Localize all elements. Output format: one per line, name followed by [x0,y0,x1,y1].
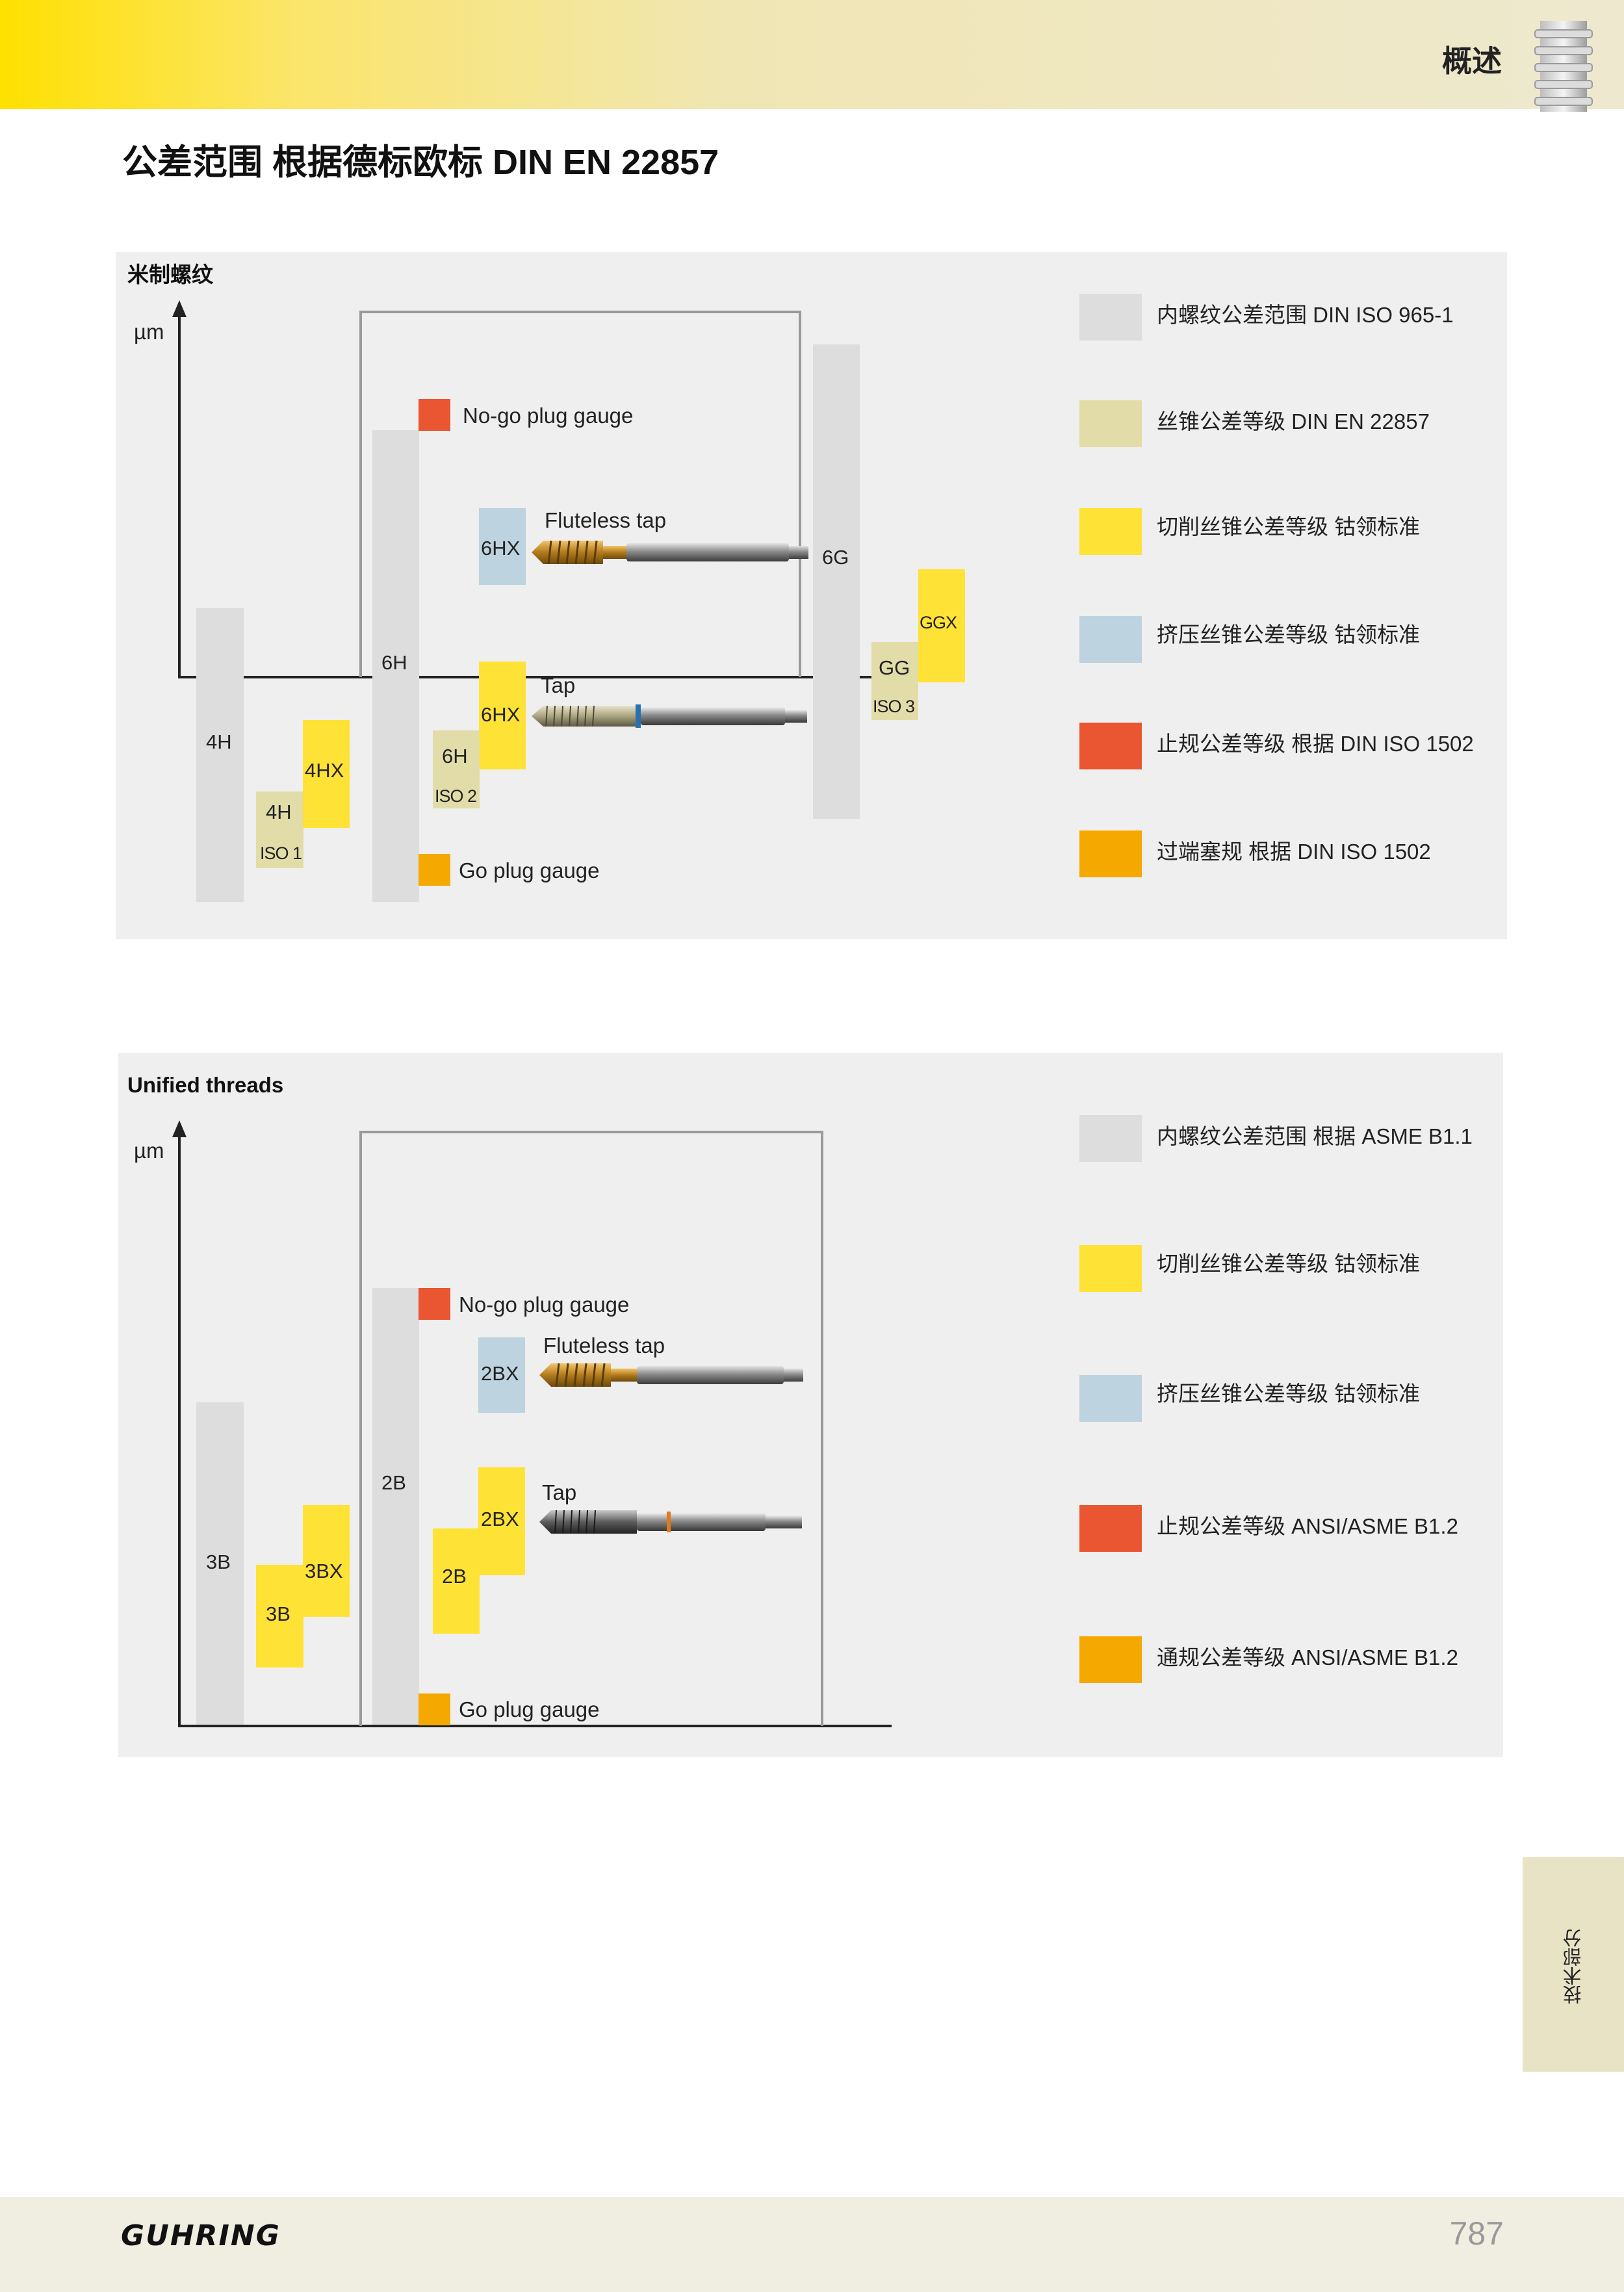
metric-legend-label-5: 止规公差等级 根据 DIN ISO 1502 [1157,732,1474,756]
metric-6h-iso-bar [433,730,480,808]
metric-legend-label-3: 切削丝锥公差等级 钴领标准 [1157,515,1421,539]
metric-nogo-caption: No-go plug gauge [463,404,634,428]
unified-legend-label-4: 止规公差等级 ANSI/ASME B1.2 [1157,1514,1458,1538]
metric-x-axis [178,676,962,678]
metric-y-axis [178,309,181,678]
unified-3bx-bar [303,1505,350,1617]
unified-cutting-tap-image [539,1510,802,1534]
unified-2bx-tap-label: 2BX [481,1508,519,1530]
unified-2b-frame [359,1131,823,1726]
unified-legend-label-2: 切削丝锥公差等级 钴领标准 [1157,1252,1421,1276]
metric-4h-range-bar [196,608,244,902]
metric-6hx-fluteless-bar [479,508,526,585]
unified-2b-yellow-label: 2B [442,1565,467,1588]
unified-y-axis-arrow [172,1120,187,1137]
page-number: 787 [1449,2215,1504,2252]
metric-go-caption: Go plug gauge [459,858,600,882]
thread-bolt-icon [1534,21,1593,112]
unified-nogo-caption: No-go plug gauge [459,1293,630,1317]
footer-bar [0,2197,1624,2292]
unified-2b-range-label: 2B [381,1471,406,1494]
unified-fluteless-caption: Fluteless tap [543,1333,665,1358]
unified-legend-swatch-4 [1079,1505,1142,1552]
metric-ggx-bar [918,569,965,682]
metric-iso1-label: ISO 1 [260,843,302,863]
metric-4h-iso-label: 4H [266,801,292,823]
side-tab[interactable]: 技术部分 [1523,1857,1624,2072]
unified-legend-swatch-3 [1079,1375,1142,1422]
fluteless-tap-image [532,540,808,565]
unified-3b-yellow-bar [256,1565,303,1667]
unified-y-axis [178,1131,181,1727]
unified-3b-range-bar [196,1402,244,1725]
unified-legend-swatch-1 [1079,1115,1142,1162]
unified-fluteless-tap-image [539,1363,803,1387]
metric-legend-swatch-6 [1079,831,1142,877]
page-title: 公差范围 根据德标欧标 DIN EN 22857 [122,143,719,182]
metric-go-gauge-marker [419,854,450,886]
metric-6g-range-label: 6G [822,546,849,569]
unified-2b-yellow-bar [433,1528,480,1634]
metric-6hx-tap-label: 6HX [481,703,521,726]
metric-unit-label: µm [134,320,164,344]
metric-ggx-label: GGX [920,613,957,632]
unified-legend-swatch-2 [1079,1245,1142,1292]
metric-legend-swatch-1 [1079,294,1142,341]
metric-nogo-gauge-marker [419,399,450,431]
metric-4h-iso-bar [256,792,303,868]
metric-y-axis-arrow [172,300,187,317]
metric-fluteless-caption: Fluteless tap [545,508,667,532]
unified-2bx-fluteless-label: 2BX [481,1362,519,1385]
metric-legend-label-4: 挤压丝锥公差等级 钴领标准 [1157,623,1421,647]
unified-panel [118,1053,1503,1757]
metric-gg-iso-bar [871,642,918,720]
metric-legend-label-2: 丝锥公差等级 DIN EN 22857 [1157,409,1430,433]
metric-legend-swatch-4 [1079,616,1142,663]
metric-iso3-label: ISO 3 [873,697,915,716]
metric-6g-range-bar [813,344,860,819]
metric-tap-caption: Tap [541,673,576,697]
unified-tap-caption: Tap [542,1480,577,1504]
section-title: 概述 [1442,44,1502,78]
unified-unit-label: µm [134,1139,164,1163]
metric-6hx-tap-bar [479,662,526,769]
metric-6h-iso-label: 6H [442,745,468,767]
metric-4hx-bar [303,720,350,828]
metric-legend-swatch-3 [1079,508,1142,555]
unified-go-gauge-marker [419,1693,450,1725]
metric-legend-label-6: 过端塞规 根据 DIN ISO 1502 [1157,840,1431,864]
metric-6h-range-bar [372,430,419,902]
unified-legend-label-5: 通规公差等级 ANSI/ASME B1.2 [1157,1645,1458,1669]
metric-panel-title: 米制螺纹 [127,263,213,287]
metric-4h-range-label: 4H [206,730,232,753]
metric-6h-frame [359,311,801,677]
unified-3b-yellow-label: 3B [266,1603,290,1625]
metric-legend-swatch-2 [1079,400,1142,447]
unified-3b-range-label: 3B [206,1551,231,1573]
metric-legend-label-1: 内螺纹公差范围 DIN ISO 965-1 [1157,303,1454,327]
unified-legend-swatch-5 [1079,1636,1142,1683]
metric-gg-label: GG [879,656,910,679]
guhring-logo: GUHRING [121,2219,281,2252]
unified-3bx-label: 3BX [305,1560,343,1582]
unified-2b-range-bar [372,1288,419,1725]
unified-panel-title: Unified threads [127,1073,284,1097]
unified-x-axis [178,1725,892,1727]
metric-legend-swatch-5 [1079,723,1142,769]
metric-6hx-fluteless-label: 6HX [481,537,521,560]
unified-2bx-tap-bar [478,1467,525,1575]
metric-6h-range-label: 6H [381,651,407,674]
unified-2bx-fluteless-bar [478,1337,525,1413]
side-tab-label: 技术部分 [1564,1929,1584,2004]
cutting-tap-image [532,704,807,728]
unified-go-caption: Go plug gauge [459,1697,600,1721]
unified-legend-label-1: 内螺纹公差范围 根据 ASME B1.1 [1157,1124,1473,1148]
metric-4hx-label: 4HX [305,759,344,782]
unified-nogo-gauge-marker [419,1288,450,1320]
unified-legend-label-3: 挤压丝锥公差等级 钴领标准 [1157,1382,1421,1406]
metric-iso2-label: ISO 2 [435,786,477,806]
header-bar [0,0,1624,109]
